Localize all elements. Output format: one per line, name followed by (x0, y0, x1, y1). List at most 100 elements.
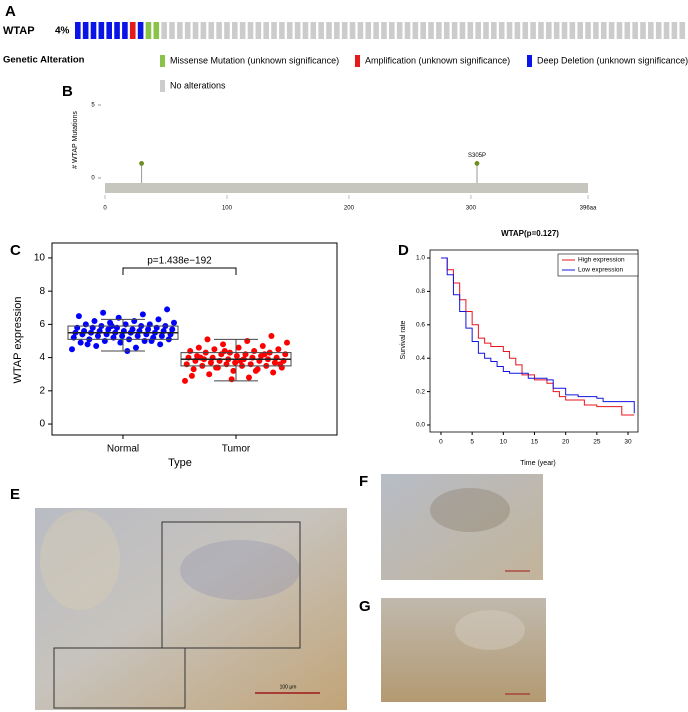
sample-column (106, 22, 112, 39)
sample-column (514, 22, 521, 39)
sample-column (90, 22, 97, 39)
sample-column (553, 22, 560, 39)
legend-label: Low expression (578, 267, 624, 274)
x-axis-label: Type (168, 457, 192, 469)
sample-column (538, 22, 544, 39)
y-tick-label: 0 (91, 176, 95, 182)
sample-column (616, 22, 623, 39)
data-point (188, 372, 195, 379)
sample-column (318, 22, 324, 39)
sample-column (286, 22, 293, 39)
sample-column (420, 22, 426, 39)
x-axis-label: Time (year) (520, 460, 556, 467)
data-point (232, 359, 239, 366)
sample-column (459, 22, 466, 39)
sample-column (263, 22, 269, 39)
data-point (169, 326, 176, 333)
x-tick-label: 10 (500, 439, 508, 446)
sample-column (624, 22, 631, 39)
sample-column (671, 22, 678, 39)
sample-column (679, 22, 686, 39)
sample-column (640, 22, 646, 39)
panel-label: E (10, 486, 20, 503)
y-axis-label: Survival rate (400, 320, 407, 359)
x-tick-label: 100 (222, 206, 233, 212)
x-tick-label: 0 (439, 439, 443, 446)
data-point (268, 333, 275, 340)
y-tick-label: 10 (34, 253, 46, 264)
sample-column (326, 22, 332, 39)
x-tick-label: 30 (624, 439, 632, 446)
sample-column (334, 22, 340, 39)
sample-column (192, 22, 199, 39)
data-point (206, 371, 213, 378)
sample-column (546, 22, 552, 39)
y-tick-label: 5 (91, 103, 95, 109)
sample-column (561, 22, 568, 39)
significance-bracket (122, 267, 237, 275)
panel-label: A (5, 3, 16, 20)
survival-curve (440, 257, 635, 416)
sample-column (600, 22, 607, 39)
sample-column (208, 22, 215, 39)
sample-column (145, 22, 152, 39)
data-point (134, 333, 141, 340)
sample-column (428, 22, 434, 39)
data-point (155, 316, 162, 323)
sample-column (530, 22, 536, 39)
micrograph (381, 474, 543, 580)
sample-column (648, 22, 654, 39)
sample-column (310, 22, 317, 39)
sample-column (161, 22, 167, 39)
legend-label: Amplification (unknown significance) (365, 55, 510, 65)
sample-column (404, 22, 411, 39)
data-point (84, 341, 91, 348)
sample-column (577, 22, 583, 39)
sample-column (373, 22, 379, 39)
sample-column (506, 22, 513, 39)
data-point (233, 352, 240, 359)
legend-label: Deep Deletion (unknown significance) (537, 55, 688, 65)
sample-column (467, 22, 474, 39)
gene-name: WTAP (3, 25, 35, 37)
sample-column (663, 22, 670, 39)
sample-column (436, 22, 442, 39)
y-tick-label: 0.2 (416, 388, 425, 395)
sample-column (114, 22, 120, 39)
panel-label: G (359, 598, 371, 615)
sample-column (82, 22, 89, 39)
sample-column (302, 22, 309, 39)
sample-column (389, 22, 395, 39)
data-point (230, 367, 237, 374)
data-point (207, 359, 214, 366)
panel-label: C (10, 242, 21, 259)
zoom-box (53, 647, 186, 709)
sample-column (294, 22, 301, 39)
plot-frame (429, 249, 639, 433)
sample-column (357, 22, 364, 39)
sample-column (349, 22, 356, 39)
sample-column (75, 22, 81, 39)
sample-column (483, 22, 489, 39)
data-point (91, 318, 98, 325)
sample-column (232, 22, 238, 39)
data-point (164, 306, 171, 313)
scale-bar-label: 100 μm (280, 684, 297, 690)
data-point (94, 333, 101, 340)
data-point (69, 346, 75, 353)
data-point (117, 339, 124, 346)
lollipop-head (474, 161, 480, 166)
sample-column (341, 22, 348, 39)
data-point (129, 326, 136, 333)
texture (455, 610, 525, 650)
texture (40, 510, 120, 610)
sample-column (271, 22, 277, 39)
sample-column (279, 22, 285, 39)
sample-column (255, 22, 262, 39)
survival-curve (440, 257, 635, 414)
protein-domain (105, 183, 588, 193)
x-tick-label: Normal (107, 444, 139, 455)
p-value: p=1.438e−192 (147, 256, 212, 267)
legend-swatch (355, 55, 360, 67)
legend-swatch (527, 55, 532, 67)
